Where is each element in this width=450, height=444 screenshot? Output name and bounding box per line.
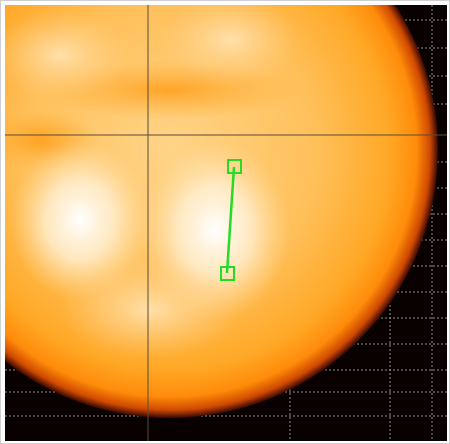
image-area [0,0,447,441]
highlight [60,260,240,360]
image-viewer [0,0,450,444]
